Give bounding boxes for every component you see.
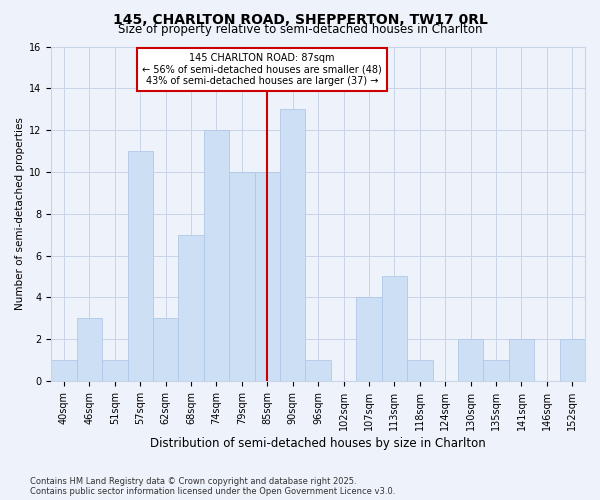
Y-axis label: Number of semi-detached properties: Number of semi-detached properties [15, 118, 25, 310]
Bar [128, 151, 153, 381]
Text: Contains HM Land Registry data © Crown copyright and database right 2025.
Contai: Contains HM Land Registry data © Crown c… [30, 476, 395, 496]
Bar [178, 234, 204, 381]
Bar [484, 360, 509, 381]
Bar [254, 172, 280, 381]
Bar [153, 318, 178, 381]
Bar [102, 360, 128, 381]
Bar [560, 339, 585, 381]
Bar [77, 318, 102, 381]
Bar [356, 298, 382, 381]
Bar [305, 360, 331, 381]
Bar [280, 109, 305, 381]
Bar [407, 360, 433, 381]
Bar [458, 339, 484, 381]
Bar [51, 360, 77, 381]
Bar [229, 172, 254, 381]
Bar [382, 276, 407, 381]
Text: 145 CHARLTON ROAD: 87sqm
← 56% of semi-detached houses are smaller (48)
43% of s: 145 CHARLTON ROAD: 87sqm ← 56% of semi-d… [142, 53, 382, 86]
Bar [509, 339, 534, 381]
Bar [204, 130, 229, 381]
X-axis label: Distribution of semi-detached houses by size in Charlton: Distribution of semi-detached houses by … [150, 437, 486, 450]
Text: 145, CHARLTON ROAD, SHEPPERTON, TW17 0RL: 145, CHARLTON ROAD, SHEPPERTON, TW17 0RL [113, 12, 487, 26]
Text: Size of property relative to semi-detached houses in Charlton: Size of property relative to semi-detach… [118, 22, 482, 36]
